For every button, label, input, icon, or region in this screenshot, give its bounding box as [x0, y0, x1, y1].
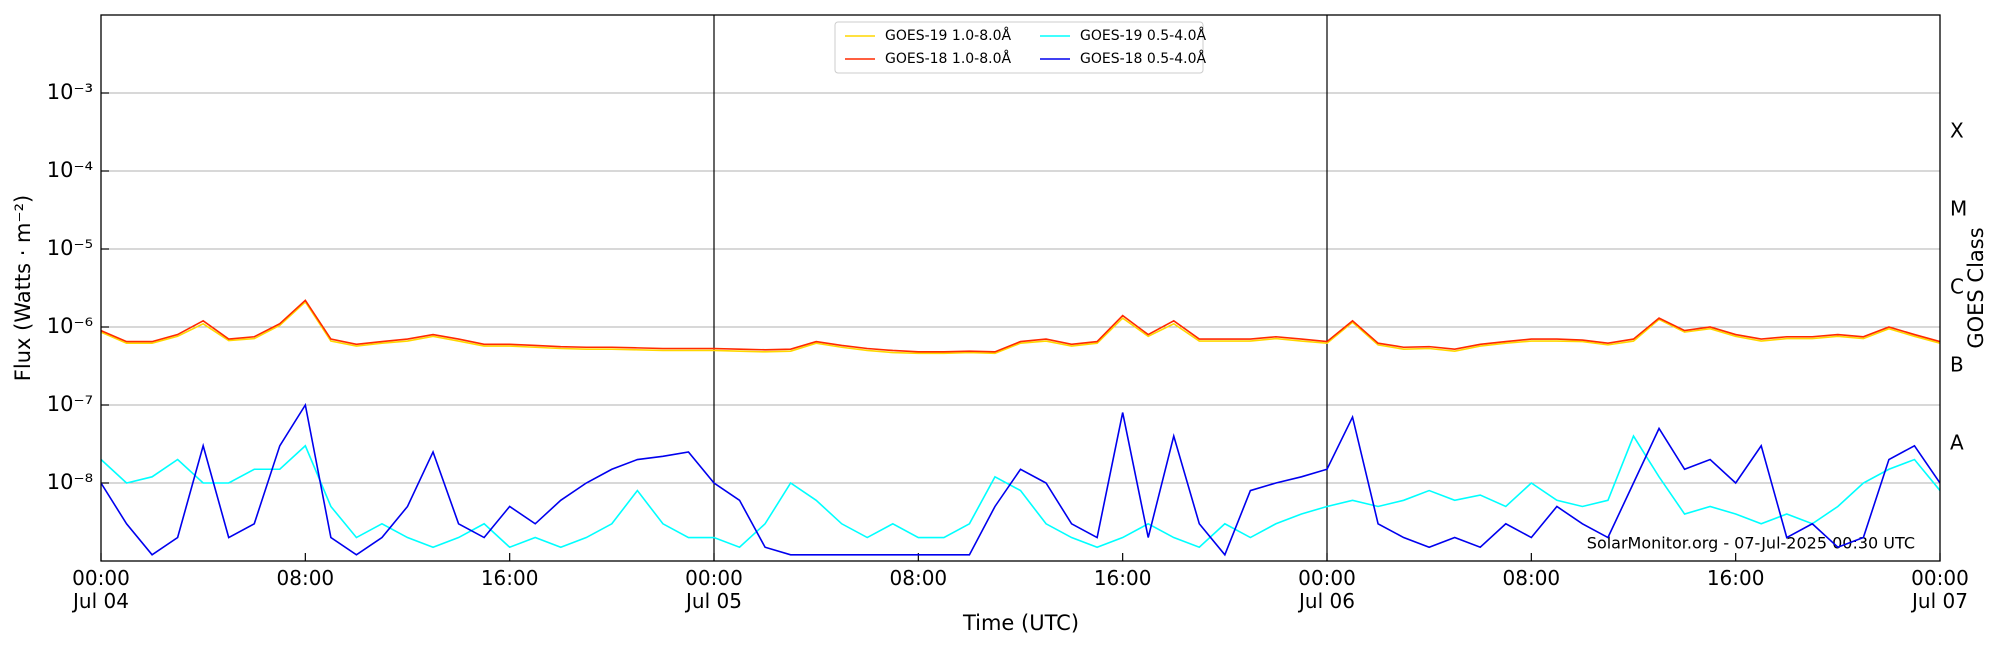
legend-box — [834, 21, 1204, 74]
y-tick-label: 10⁻⁷ — [47, 392, 93, 416]
annotation: SolarMonitor.org - 07-Jul-2025 00:30 UTC — [1587, 534, 1915, 553]
legend-label: GOES-19 1.0-8.0Å — [885, 27, 1011, 44]
series-line — [101, 434, 1940, 549]
x-tick-label: 08:00 — [889, 566, 948, 590]
y-tick-label: 10⁻⁵ — [47, 236, 93, 260]
x-tick-label: 16:00 — [1093, 566, 1152, 590]
x-tick-label: 00:00 Jul 04 — [72, 566, 130, 613]
y-tick-label: 10⁻⁶ — [47, 314, 93, 338]
y-tick-label: 10⁻⁴ — [47, 158, 93, 182]
y2-tick-label: M — [1950, 197, 1967, 221]
series-line — [101, 402, 1940, 557]
x-tick-label: 00:00 Jul 06 — [1298, 566, 1356, 613]
plot-area — [101, 299, 1940, 557]
legend-label: GOES-18 0.5-4.0Å — [1080, 50, 1206, 67]
plot-frame — [100, 14, 1941, 562]
y2-tick-label: B — [1950, 353, 1964, 377]
x-tick-label: 16:00 — [1706, 566, 1765, 590]
y2-tick-label: C — [1950, 275, 1964, 299]
x-tick-label: 00:00 Jul 05 — [685, 566, 743, 613]
y-tick-label: 10⁻⁸ — [47, 470, 93, 494]
y2-axis-label: GOES Class — [1964, 227, 1988, 348]
x-tick-label: 16:00 — [480, 566, 539, 590]
y-tick-label: 10⁻³ — [47, 80, 93, 104]
y2-tick-label: X — [1950, 119, 1964, 143]
series-line — [101, 299, 1940, 353]
legend-label: GOES-18 1.0-8.0Å — [885, 50, 1011, 67]
x-tick-label: 08:00 — [276, 566, 335, 590]
series-line — [101, 300, 1940, 355]
x-tick-label: 00:00 Jul 07 — [1911, 566, 1969, 613]
x-tick-label: 08:00 — [1502, 566, 1561, 590]
y-axis-label: Flux (Watts · m⁻²) — [11, 195, 35, 381]
y2-tick-label: A — [1950, 431, 1964, 455]
legend-label: GOES-19 0.5-4.0Å — [1080, 27, 1206, 44]
x-axis-label: Time (UTC) — [962, 611, 1079, 635]
